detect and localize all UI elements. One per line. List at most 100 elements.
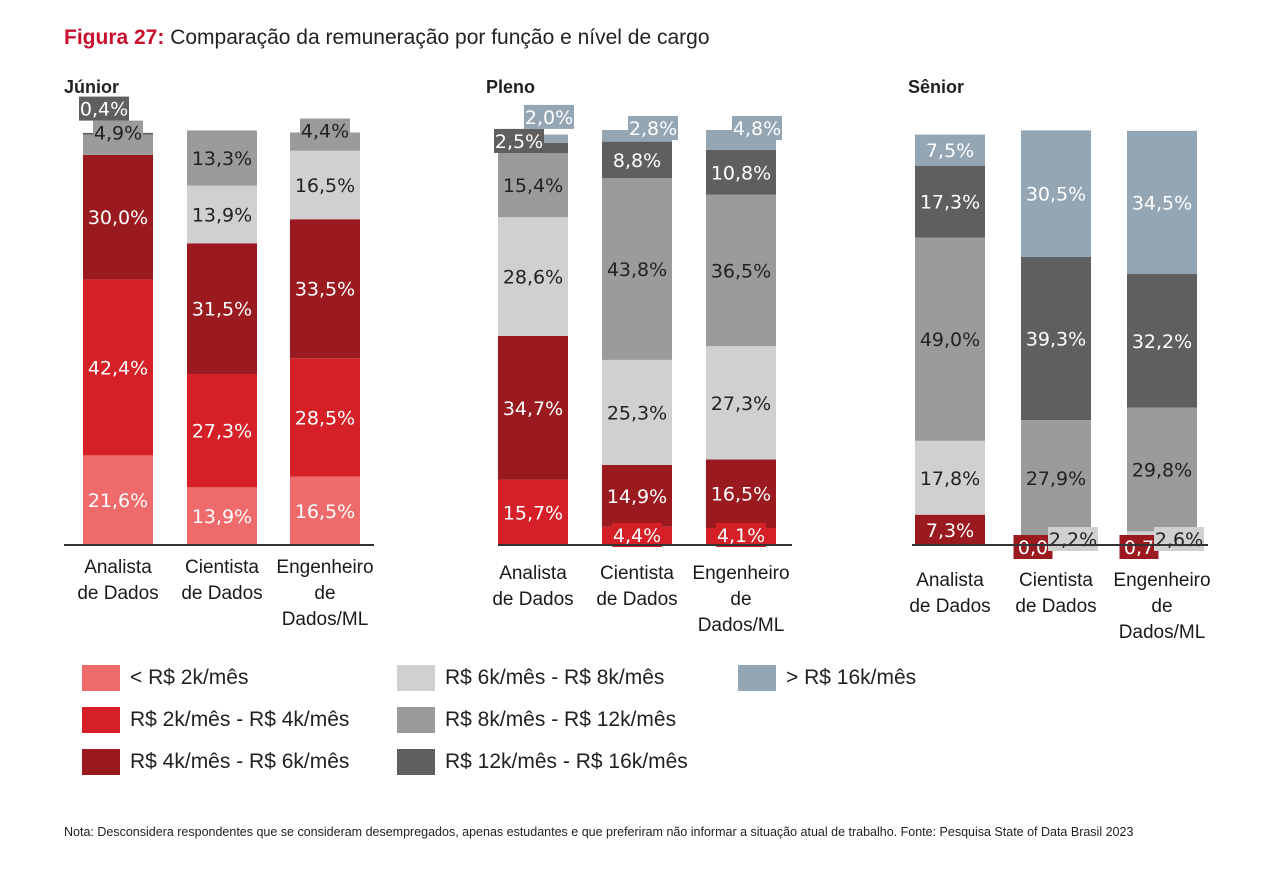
bar-segment-senior-0-2 <box>915 514 985 546</box>
data-label: 13,9% <box>192 205 252 227</box>
legend-label: > R$ 16k/mês <box>786 666 917 689</box>
data-label-box <box>732 116 782 140</box>
data-label: 27,3% <box>192 421 252 443</box>
data-label: 39,3% <box>1026 329 1086 351</box>
category-label-senior-0: Analista de Dados <box>896 568 1004 620</box>
bar-segment-senior-0-5 <box>915 165 985 238</box>
bar-segment-pleno-0-2 <box>498 335 568 480</box>
bar-segment-senior-2-4 <box>1127 407 1197 532</box>
data-label: 2,0% <box>525 107 573 129</box>
bar-segment-senior-1-5 <box>1021 256 1091 421</box>
bar-segment-pleno-2-4 <box>706 194 776 347</box>
bar-segment-junior-1-3 <box>187 185 257 244</box>
legend-swatch <box>82 665 120 691</box>
bar-segment-junior-2-2 <box>290 219 360 359</box>
data-label: 2,6% <box>1155 529 1203 551</box>
data-label: 0,4% <box>80 99 128 121</box>
category-label-line: Analista <box>499 563 567 584</box>
category-label-junior-1: Cientista de Dados <box>168 555 276 607</box>
data-label-box <box>612 523 662 547</box>
category-label-line: de Dados <box>77 583 159 604</box>
category-label-line: Cientista <box>185 557 259 578</box>
bar-segment-pleno-0-4 <box>498 153 568 218</box>
data-label: 29,8% <box>1132 460 1192 482</box>
category-label-line: Dados/ML <box>281 609 369 630</box>
bar-segment-pleno-0-3 <box>498 217 568 336</box>
data-label-box <box>79 96 129 121</box>
legend-item-6: > R$ 16k/mês <box>738 665 916 691</box>
panel-title-senior: Sênior <box>908 77 965 97</box>
data-label-box <box>1048 527 1098 551</box>
data-label: 36,5% <box>711 261 771 283</box>
category-label-line: Engenheiro <box>276 557 374 578</box>
legend-label: R$ 12k/mês - R$ 16k/mês <box>445 750 688 773</box>
category-label-senior-2: Engenheiro de Dados/ML <box>1108 568 1216 646</box>
data-label: 10,8% <box>711 162 771 184</box>
data-label-box <box>93 120 143 145</box>
data-label: 32,2% <box>1132 331 1192 353</box>
data-label: 15,4% <box>503 175 563 197</box>
data-label: 4,8% <box>733 118 781 140</box>
legend-item-1: R$ 2k/mês - R$ 4k/mês <box>82 707 349 733</box>
category-label-junior-2: Engenheiro de Dados/ML <box>271 555 379 633</box>
category-label-line: de Dados <box>596 589 678 610</box>
legend-item-4: R$ 8k/mês - R$ 12k/mês <box>397 707 676 733</box>
category-label-line: de Dados <box>492 589 574 610</box>
category-label-line: de Dados <box>909 596 991 617</box>
data-label: 2,8% <box>629 118 677 140</box>
category-label-line: Cientista <box>600 563 674 584</box>
data-label: 13,9% <box>192 506 252 528</box>
category-label-line: Engenheiro <box>692 563 790 584</box>
data-label: 49,0% <box>920 329 980 351</box>
legend-item-3: R$ 6k/mês - R$ 8k/mês <box>397 665 664 691</box>
category-label-line: de <box>730 589 752 610</box>
category-label-pleno-2: Engenheiro de Dados/ML <box>687 561 795 639</box>
figure-title: Figura 27: Comparação da remuneração por… <box>64 26 710 50</box>
figure-title-text: Comparação da remuneração por função e n… <box>170 26 710 49</box>
bar-segment-senior-0-3 <box>915 440 985 515</box>
bar-segment-junior-0-1 <box>83 279 153 456</box>
data-label: 34,5% <box>1132 192 1192 214</box>
bar-segment-senior-2-6 <box>1127 130 1197 275</box>
data-label: 7,3% <box>926 520 974 542</box>
bar-segment-junior-1-1 <box>187 374 257 488</box>
data-label: 25,3% <box>607 402 667 424</box>
legend-swatch <box>738 665 776 691</box>
data-label: 17,8% <box>920 468 980 490</box>
data-label-box <box>1119 535 1159 559</box>
data-label: 14,9% <box>607 486 667 508</box>
legend-label: R$ 6k/mês - R$ 8k/mês <box>445 666 665 689</box>
bar-segment-senior-0-4 <box>915 237 985 441</box>
legend-item-2: R$ 4k/mês - R$ 6k/mês <box>82 749 349 775</box>
data-label: 31,5% <box>192 299 252 321</box>
legend-label: R$ 2k/mês - R$ 4k/mês <box>130 708 350 731</box>
footnote: Nota: Desconsidera respondentes que se c… <box>64 825 1134 839</box>
data-label: 33,5% <box>295 279 355 301</box>
data-label: 0,7 <box>1124 537 1154 559</box>
data-label: 16,5% <box>295 175 355 197</box>
data-label: 16,5% <box>711 484 771 506</box>
data-label: 17,3% <box>920 192 980 214</box>
category-label-line: Dados/ML <box>697 615 785 636</box>
data-label-box <box>494 128 544 153</box>
bar-segment-junior-2-1 <box>290 358 360 477</box>
legend-item-0: < R$ 2k/mês <box>82 665 248 691</box>
data-label-box <box>1013 535 1053 559</box>
category-label-line: de Dados <box>181 583 263 604</box>
bar-segment-junior-1-2 <box>187 243 257 375</box>
bar-segment-senior-1-4 <box>1021 420 1091 536</box>
data-label: 4,1% <box>717 525 765 547</box>
legend-item-5: R$ 12k/mês - R$ 16k/mês <box>397 749 688 775</box>
legend-label: R$ 4k/mês - R$ 6k/mês <box>130 750 350 773</box>
bar-segment-pleno-2-3 <box>706 346 776 460</box>
data-label: 30,0% <box>88 207 148 229</box>
bar-segment-junior-1-0 <box>187 487 257 545</box>
data-label: 15,7% <box>503 502 563 524</box>
data-label: 2,2% <box>1049 529 1097 551</box>
legend-label: R$ 8k/mês - R$ 12k/mês <box>445 708 677 731</box>
panel-title-junior: Júnior <box>64 77 120 97</box>
category-label-line: Analista <box>84 557 152 578</box>
legend-label: < R$ 2k/mês <box>130 666 249 689</box>
legend-swatch <box>397 665 435 691</box>
